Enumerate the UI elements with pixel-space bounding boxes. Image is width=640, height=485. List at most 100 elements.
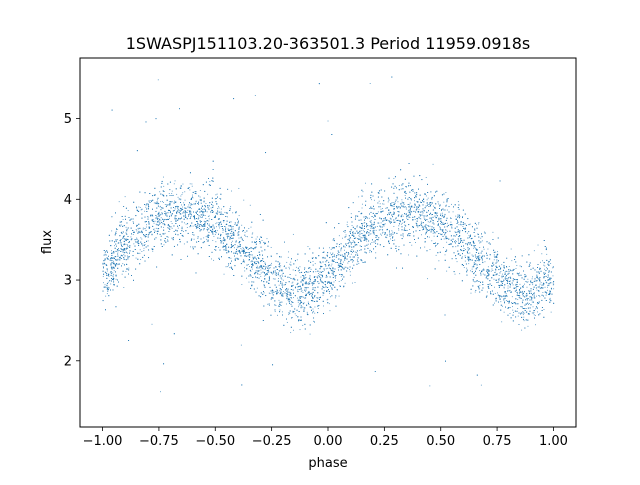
data-point bbox=[425, 177, 427, 178]
data-point bbox=[199, 211, 201, 213]
data-point bbox=[415, 206, 417, 208]
data-point bbox=[237, 234, 239, 236]
data-point bbox=[325, 268, 327, 270]
data-point bbox=[390, 220, 392, 222]
data-point bbox=[214, 249, 216, 250]
data-point bbox=[380, 233, 381, 235]
data-point bbox=[233, 234, 235, 236]
data-point bbox=[380, 211, 382, 213]
data-point bbox=[444, 214, 446, 216]
data-point bbox=[314, 263, 316, 265]
data-point bbox=[279, 266, 281, 268]
data-point bbox=[304, 269, 305, 270]
data-point bbox=[292, 284, 294, 286]
data-point bbox=[381, 234, 382, 236]
data-point bbox=[522, 314, 524, 316]
data-point bbox=[206, 238, 208, 240]
data-point bbox=[200, 217, 202, 218]
data-point bbox=[147, 207, 149, 209]
data-point bbox=[139, 252, 141, 254]
data-point bbox=[504, 302, 505, 304]
data-point bbox=[136, 237, 138, 239]
data-point bbox=[222, 231, 224, 233]
data-point bbox=[236, 257, 238, 259]
data-point bbox=[385, 207, 387, 209]
data-point bbox=[256, 272, 258, 274]
data-point bbox=[310, 268, 312, 270]
data-point bbox=[275, 304, 277, 306]
data-point bbox=[306, 311, 308, 313]
data-point bbox=[404, 221, 406, 222]
data-point bbox=[540, 288, 541, 290]
data-point bbox=[211, 258, 212, 260]
data-point bbox=[533, 311, 535, 313]
data-point bbox=[317, 308, 319, 309]
data-point bbox=[398, 185, 400, 186]
data-point bbox=[327, 298, 329, 300]
data-point bbox=[219, 197, 221, 199]
data-point bbox=[286, 321, 288, 323]
data-point bbox=[202, 211, 204, 213]
data-point bbox=[517, 298, 519, 300]
data-point bbox=[550, 263, 552, 264]
data-point bbox=[218, 222, 220, 224]
data-point bbox=[312, 312, 313, 314]
data-point bbox=[117, 258, 119, 260]
data-point bbox=[216, 222, 218, 224]
data-point bbox=[536, 311, 538, 313]
data-point bbox=[164, 232, 166, 234]
data-point bbox=[136, 207, 138, 209]
data-point bbox=[548, 264, 550, 266]
data-point bbox=[141, 251, 143, 252]
data-point bbox=[545, 267, 547, 269]
data-point bbox=[124, 196, 126, 198]
data-point bbox=[350, 253, 352, 255]
data-point bbox=[272, 273, 274, 275]
data-point bbox=[255, 260, 257, 262]
data-point bbox=[431, 214, 433, 216]
data-point bbox=[420, 221, 422, 223]
data-point bbox=[512, 306, 513, 308]
data-point bbox=[392, 213, 394, 215]
data-point bbox=[285, 295, 287, 297]
data-point bbox=[249, 266, 250, 267]
data-point bbox=[120, 243, 122, 245]
data-point bbox=[489, 242, 490, 244]
data-point bbox=[464, 260, 466, 262]
data-point bbox=[148, 233, 150, 235]
data-point bbox=[547, 276, 549, 278]
data-point bbox=[350, 213, 352, 215]
data-point bbox=[114, 245, 115, 247]
data-point bbox=[126, 252, 128, 254]
data-point bbox=[120, 224, 122, 226]
data-point bbox=[331, 259, 333, 261]
data-point bbox=[126, 248, 128, 249]
data-point bbox=[543, 264, 545, 266]
data-point bbox=[276, 289, 278, 291]
data-point bbox=[356, 225, 358, 227]
data-point bbox=[352, 260, 354, 262]
data-point bbox=[502, 295, 504, 297]
data-point bbox=[191, 185, 193, 187]
data-point bbox=[539, 285, 540, 287]
data-point bbox=[233, 247, 235, 249]
data-point bbox=[147, 240, 149, 242]
data-point bbox=[504, 271, 506, 273]
data-point bbox=[171, 227, 173, 229]
data-point bbox=[260, 272, 262, 274]
data-point bbox=[493, 264, 495, 266]
data-point bbox=[336, 262, 338, 263]
data-point bbox=[300, 296, 302, 298]
data-point bbox=[322, 294, 324, 296]
data-point bbox=[202, 211, 204, 213]
data-point bbox=[144, 210, 146, 212]
data-point bbox=[434, 246, 436, 248]
data-point bbox=[361, 207, 363, 209]
data-point bbox=[400, 223, 402, 225]
data-point bbox=[549, 282, 551, 284]
data-point bbox=[490, 270, 492, 272]
data-point bbox=[395, 218, 396, 220]
data-point bbox=[247, 264, 249, 265]
data-point bbox=[241, 284, 243, 285]
data-point bbox=[352, 240, 354, 242]
